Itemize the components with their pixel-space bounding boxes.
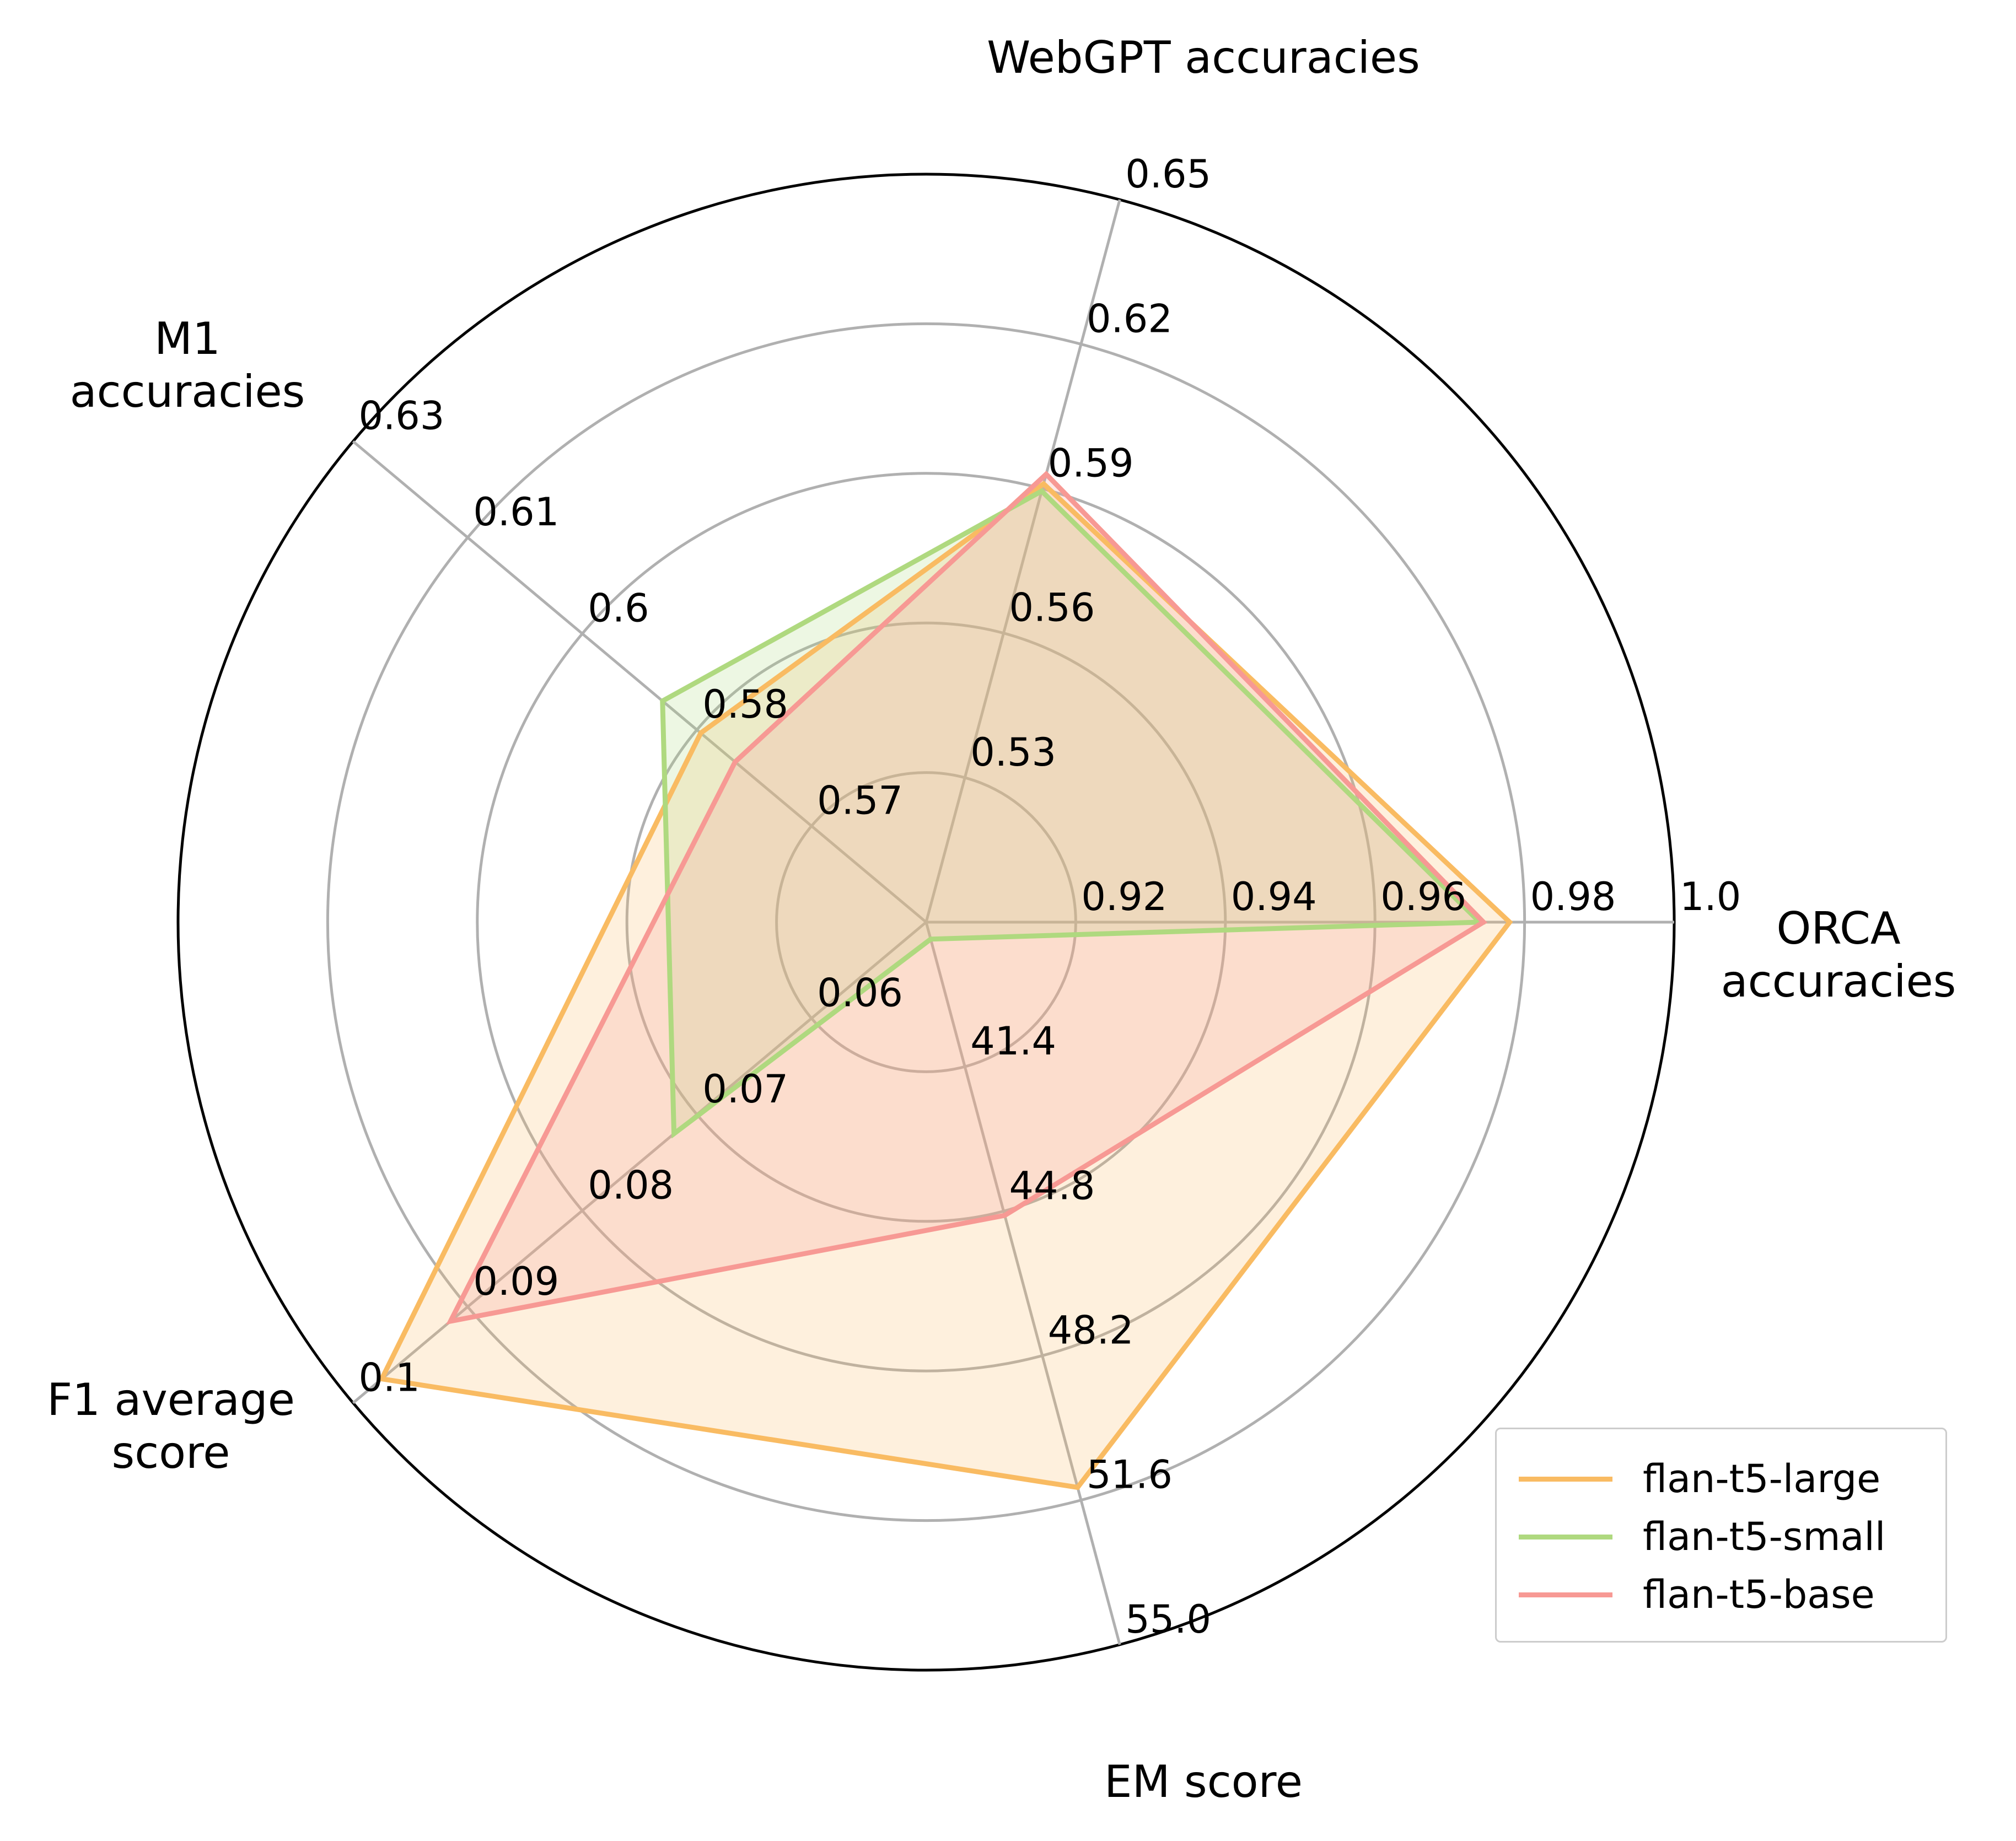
axis-label-5-line-1: EM score (1104, 1756, 1303, 1807)
tick-label-axis3-4: 0.61 (473, 489, 559, 535)
spoke-5 (924, 922, 1121, 1645)
legend-item-large: flan-t5-large (1519, 1451, 1880, 1506)
tick-label-axis4-5: 0.1 (359, 1355, 420, 1400)
tick-label-axis2-3: 0.59 (1048, 441, 1134, 486)
spoke-2 (924, 199, 1121, 923)
axis-label-4: F1 average score (47, 1374, 295, 1478)
axis-label-1: ORCA accuracies (1721, 903, 1956, 1007)
tick-label-axis4-3: 0.08 (588, 1162, 674, 1208)
tick-label-axis5-5: 55.0 (1125, 1597, 1211, 1642)
tick-label-axis3-1: 0.57 (817, 778, 903, 823)
tick-label-axis5-4: 51.6 (1087, 1452, 1173, 1498)
axis-label-2: WebGPT accuracies (987, 32, 1420, 83)
legend-item-small: flan-t5-small (1519, 1509, 1885, 1564)
legend-label-base: flan-t5-base (1643, 1572, 1875, 1617)
tick-label-axis2-2: 0.56 (1009, 585, 1095, 631)
tick-label-axis2-5: 0.65 (1125, 152, 1211, 197)
series-line-flan-t5-large (378, 480, 1513, 1490)
tick-label-axis3-2: 0.58 (702, 682, 788, 727)
spoke-3 (352, 440, 927, 923)
tick-label-axis1-1: 0.92 (1081, 874, 1167, 919)
axis-label-1-line-1: ORCA (1776, 903, 1900, 954)
axis-label-2-line-1: WebGPT accuracies (987, 32, 1420, 83)
tick-label-axis2-4: 0.62 (1087, 296, 1173, 341)
tick-label-axis3-5: 0.63 (359, 394, 445, 439)
axis-label-3-line-2: accuracies (70, 366, 305, 417)
series-line-flan-t5-base (446, 471, 1488, 1325)
axis-label-4-line-2: score (112, 1427, 230, 1478)
tick-label-axis4-2: 0.07 (702, 1067, 788, 1112)
tick-label-axis1-2: 0.94 (1231, 874, 1317, 919)
axis-label-5: EM score (1104, 1756, 1303, 1807)
legend: flan-t5-large flan-t5-small flan-t5-base (1495, 1428, 1947, 1643)
tick-label-axis1-5: 1.0 (1680, 874, 1741, 919)
radar-series (378, 471, 1513, 1490)
radar-grid (176, 173, 1676, 1672)
axis-label-3-line-1: M1 (154, 313, 221, 364)
tick-label-axis5-3: 48.2 (1048, 1308, 1134, 1353)
axis-label-4-line-1: F1 average (47, 1374, 295, 1425)
series-area-flan-t5-large (381, 483, 1510, 1488)
legend-swatch-base (1519, 1592, 1612, 1597)
tick-label-axis5-1: 41.4 (970, 1019, 1056, 1064)
axis-label-3: M1 accuracies (70, 313, 305, 417)
series-area-flan-t5-small (662, 491, 1480, 1134)
tick-label-axis3-3: 0.6 (588, 586, 649, 631)
legend-label-small: flan-t5-small (1643, 1514, 1886, 1559)
legend-swatch-large (1519, 1476, 1612, 1482)
tick-label-axis5-2: 44.8 (1009, 1163, 1095, 1208)
axis-label-1-line-2: accuracies (1721, 956, 1956, 1007)
tick-labels: 0.92 0.94 0.96 0.98 1.0 0.53 0.56 0.59 0.62 0.65 0… (359, 152, 1741, 1642)
tick-label-axis4-1: 0.06 (817, 971, 903, 1016)
tick-label-axis2-1: 0.53 (970, 730, 1056, 775)
tick-label-axis1-4: 0.98 (1530, 874, 1616, 919)
tick-label-axis1-3: 0.96 (1380, 874, 1466, 919)
legend-label-large: flan-t5-large (1643, 1456, 1881, 1501)
legend-item-base: flan-t5-base (1519, 1567, 1875, 1622)
legend-swatch-small (1519, 1534, 1612, 1539)
series-line-flan-t5-small (660, 488, 1486, 1139)
tick-label-axis4-4: 0.09 (473, 1259, 559, 1304)
